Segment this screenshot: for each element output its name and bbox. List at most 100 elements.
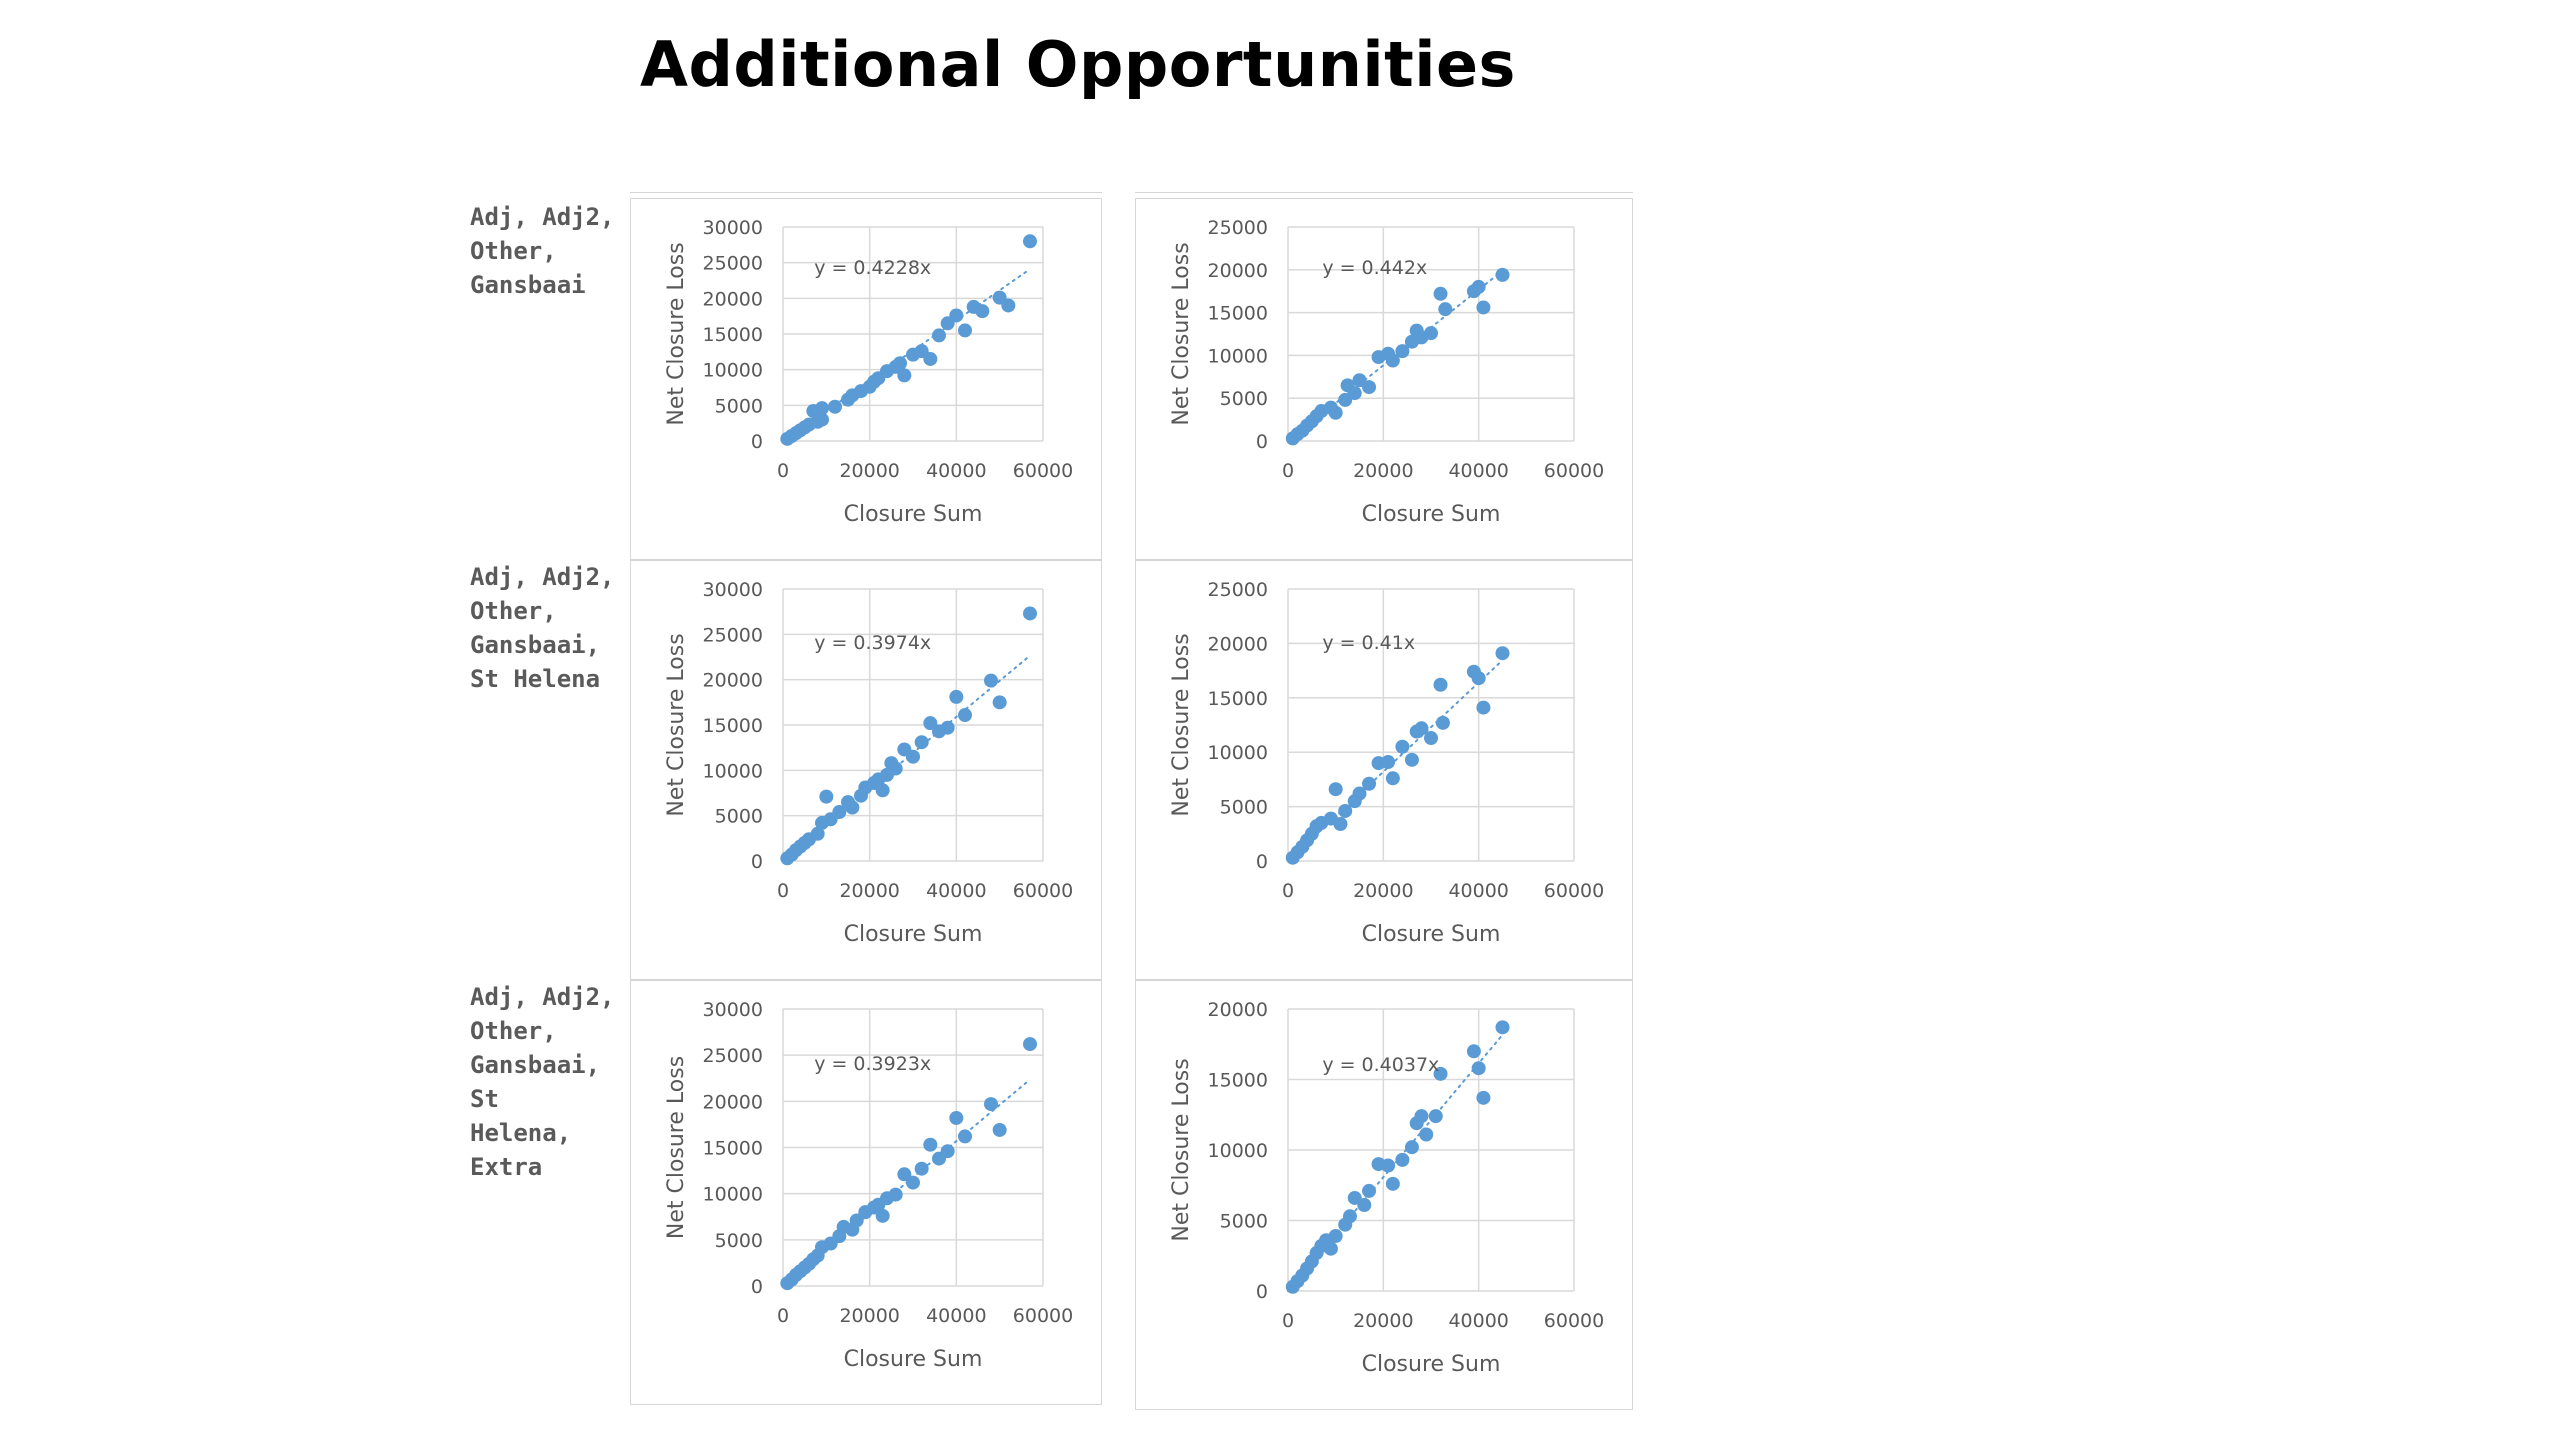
y-tick-label: 20000 xyxy=(703,288,763,310)
data-point xyxy=(1404,1140,1419,1155)
data-point xyxy=(1347,386,1362,401)
data-point xyxy=(1495,1020,1510,1035)
data-point xyxy=(888,761,903,776)
data-point xyxy=(819,789,834,804)
y-tick-label: 30000 xyxy=(703,217,763,239)
y-tick-label: 15000 xyxy=(1208,303,1268,325)
data-point xyxy=(992,695,1007,710)
data-point xyxy=(1466,1044,1481,1059)
y-tick-label: 25000 xyxy=(1208,579,1268,601)
y-tick-label: 10000 xyxy=(1208,742,1268,764)
row-label-1: Adj, Adj2, Other, Gansbaai xyxy=(470,200,630,302)
data-point xyxy=(815,412,829,427)
x-tick-label: 20000 xyxy=(839,880,899,902)
x-tick-label: 40000 xyxy=(1448,1310,1508,1332)
x-tick-label: 0 xyxy=(777,1305,789,1327)
scatter-chart-2: 0 5000 10000 15000 20000 25000 0 20000 40000 6000… xyxy=(1169,217,1604,527)
data-point xyxy=(1328,782,1343,797)
row-label-2: Adj, Adj2, Other, Gansbaai, St Helena xyxy=(470,560,630,696)
x-axis-title: Closure Sum xyxy=(1362,922,1501,947)
data-point xyxy=(1414,721,1429,736)
y-tick-label: 20000 xyxy=(1208,999,1268,1021)
x-tick-label: 0 xyxy=(1282,460,1294,482)
data-point xyxy=(893,356,907,371)
row-label-line: Helena, xyxy=(470,1119,572,1147)
trendline-label: y = 0.4228x xyxy=(814,257,931,279)
y-tick-label: 10000 xyxy=(703,1184,763,1206)
y-tick-label: 0 xyxy=(751,851,763,873)
data-point xyxy=(1433,1066,1448,1081)
scatter-chart-6: 0 5000 10000 15000 20000 0 20000 40000 60000 Clos… xyxy=(1169,999,1604,1377)
data-point xyxy=(1362,380,1377,395)
data-point xyxy=(914,1161,929,1176)
data-point xyxy=(1381,1158,1396,1173)
y-tick-label: 15000 xyxy=(1208,688,1268,710)
row-label-line: Other, xyxy=(470,1017,557,1045)
y-tick-label: 0 xyxy=(1256,431,1268,453)
data-point xyxy=(975,304,990,319)
data-point xyxy=(958,323,972,338)
data-point xyxy=(949,689,964,704)
row-label-line: Other, xyxy=(470,597,557,625)
row-label-line: Gansbaai, xyxy=(470,631,601,659)
y-tick-label: 20000 xyxy=(1208,633,1268,655)
y-tick-label: 25000 xyxy=(703,1045,763,1067)
data-point xyxy=(1385,353,1400,368)
data-point xyxy=(1381,754,1396,769)
x-axis-title: Closure Sum xyxy=(1362,502,1501,527)
row-label-line: Other, xyxy=(470,237,557,265)
y-tick-label: 0 xyxy=(751,431,763,453)
trendline-label: y = 0.3974x xyxy=(814,632,931,654)
data-point xyxy=(1428,1109,1443,1124)
y-tick-label: 20000 xyxy=(703,670,763,692)
y-tick-label: 20000 xyxy=(703,1091,763,1113)
data-point xyxy=(1476,1090,1491,1105)
y-tick-label: 0 xyxy=(751,1276,763,1298)
y-tick-label: 5000 xyxy=(715,1230,763,1252)
data-point xyxy=(1476,700,1491,715)
data-point xyxy=(1424,731,1438,746)
chart-panel-3: 0 5000 10000 15000 20000 25000 30000 0 20000 4000… xyxy=(630,560,1102,980)
data-point xyxy=(906,1175,920,1190)
x-tick-label: 40000 xyxy=(1448,460,1508,482)
x-tick-label: 0 xyxy=(777,460,789,482)
x-tick-label: 60000 xyxy=(1544,1310,1604,1332)
data-point xyxy=(949,308,964,323)
x-tick-label: 60000 xyxy=(1544,880,1604,902)
data-point xyxy=(984,673,998,688)
scatter-chart-1: 0 5000 10000 15000 20000 25000 30000 0 20000 4000… xyxy=(664,217,1073,527)
data-point xyxy=(1471,279,1486,294)
trendline-label: y = 0.41x xyxy=(1322,632,1415,654)
data-point xyxy=(1023,234,1037,249)
x-tick-label: 0 xyxy=(1282,1310,1294,1332)
y-axis-title: Net Closure Loss xyxy=(664,1056,689,1239)
scatter-chart-5: 0 5000 10000 15000 20000 25000 30000 0 20000 4000… xyxy=(664,999,1073,1372)
data-point xyxy=(923,1137,938,1152)
data-point xyxy=(849,1213,864,1228)
y-tick-label: 5000 xyxy=(1220,388,1268,410)
y-tick-label: 5000 xyxy=(1220,797,1268,819)
data-point xyxy=(1323,1241,1338,1256)
y-axis-title: Net Closure Loss xyxy=(664,633,689,816)
y-tick-label: 30000 xyxy=(703,999,763,1021)
top-border-left xyxy=(630,192,1102,193)
data-point xyxy=(1495,646,1510,661)
data-point xyxy=(1414,1109,1429,1124)
y-tick-label: 15000 xyxy=(703,1138,763,1160)
x-axis-title: Closure Sum xyxy=(844,502,983,527)
x-axis-title: Closure Sum xyxy=(844,1347,983,1372)
data-point xyxy=(1404,752,1419,767)
row-label-line: Adj, Adj2, xyxy=(470,203,615,231)
data-point xyxy=(906,749,920,764)
data-point xyxy=(1023,606,1037,621)
y-tick-label: 10000 xyxy=(703,760,763,782)
data-point xyxy=(1438,302,1453,317)
data-point xyxy=(815,401,829,416)
data-point xyxy=(940,1144,955,1159)
y-tick-label: 5000 xyxy=(715,395,763,417)
x-axis-title: Closure Sum xyxy=(844,922,983,947)
data-point xyxy=(1362,1183,1377,1198)
x-tick-label: 20000 xyxy=(1353,880,1413,902)
data-point xyxy=(1476,300,1491,315)
data-point xyxy=(1433,286,1448,301)
